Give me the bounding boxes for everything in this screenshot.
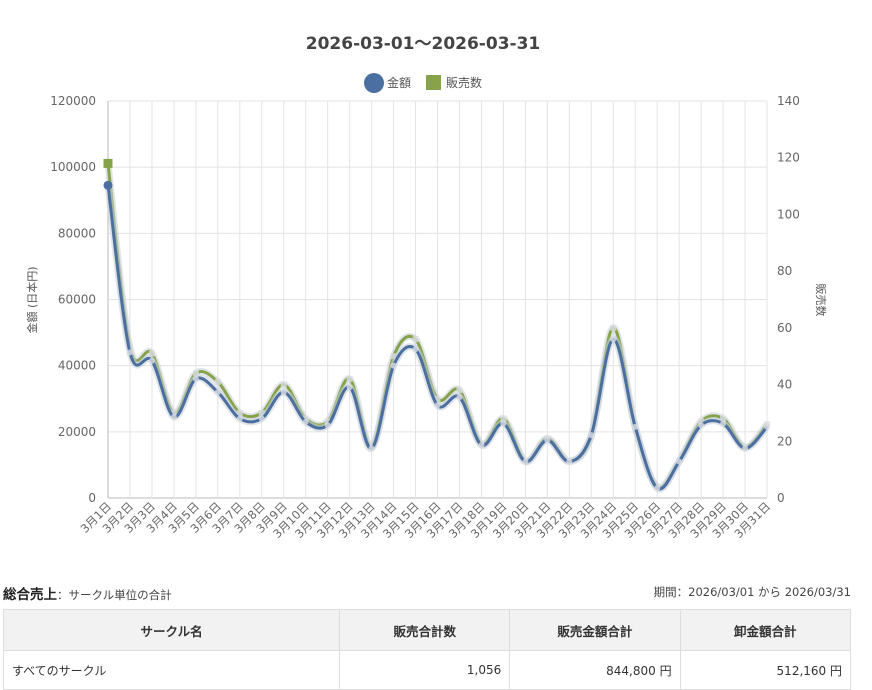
data-point-amount: [346, 384, 353, 391]
legend-marker-quantity: [426, 75, 441, 90]
data-point-quantity: [500, 415, 507, 422]
data-point-amount: [698, 422, 705, 429]
data-point-amount: [478, 442, 485, 449]
right-y-tick-label: 100: [777, 207, 800, 221]
data-point-amount: [544, 437, 551, 444]
chart-title: 2026-03-01～2026-03-31: [306, 34, 540, 54]
legend-label-amount: 金額: [387, 75, 411, 90]
data-point-amount: [720, 420, 727, 427]
data-point-amount: [103, 180, 113, 190]
data-point-amount: [214, 389, 221, 396]
data-point-quantity: [610, 324, 617, 331]
column-header-wholesale: 卸金額合計: [679, 609, 852, 651]
column-header-qty: 販売合計数: [339, 609, 511, 651]
chart-series: [103, 158, 770, 493]
data-point-quantity: [280, 381, 287, 388]
cell-sales: 844,800 円: [509, 650, 681, 690]
data-point-quantity: [192, 370, 199, 377]
data-point-amount: [302, 418, 309, 425]
data-point-amount: [676, 458, 683, 465]
summary-subtitle: ：サークル単位の合計: [57, 588, 172, 602]
data-point-quantity: [390, 353, 397, 360]
chart-grid: [107, 100, 768, 499]
left-y-tick-label: 100000: [50, 160, 96, 174]
data-point-quantity: [236, 409, 243, 416]
data-point-amount: [148, 357, 155, 364]
left-y-tick-label: 120000: [50, 94, 96, 108]
right-y-tick-label: 60: [777, 321, 792, 335]
data-point-amount: [170, 413, 177, 420]
x-axis: 3月1日3月2日3月3日3月4日3月5日3月6日3月7日3月8日3月9日3月10…: [78, 499, 774, 541]
data-point-amount: [632, 423, 639, 430]
sales-chart: 2026-03-01～2026-03-31 金額 販売数 020000400006…: [25, 34, 827, 541]
data-point-quantity: [412, 336, 419, 343]
summary-header: 総合売上：サークル単位の合計 期間：2026/03/01 から 2026/03/…: [3, 583, 851, 603]
data-point-amount: [434, 402, 441, 409]
cell-wholesale: 512,160 円: [679, 650, 852, 690]
data-point-quantity: [456, 387, 463, 394]
legend-marker-amount: [364, 73, 384, 93]
data-point-amount: [456, 394, 463, 401]
series-line-amount: [106, 185, 769, 491]
chart-legend[interactable]: 金額 販売数: [364, 73, 482, 93]
data-point-amount: [258, 415, 265, 422]
data-point-amount: [280, 389, 287, 396]
data-point-quantity: [103, 158, 113, 168]
cell-qty: 1,056: [339, 650, 511, 690]
right-y-tick-label: 20: [777, 434, 792, 448]
data-point-quantity: [214, 378, 221, 385]
column-header-circle-name: サークル名: [2, 609, 341, 651]
data-point-quantity: [258, 409, 265, 416]
data-point-amount: [412, 346, 419, 353]
summary-title: 総合売上: [3, 587, 57, 603]
data-point-amount: [368, 445, 375, 452]
data-point-amount: [764, 423, 770, 430]
data-point-amount: [588, 432, 595, 439]
data-point-amount: [522, 458, 529, 465]
right-y-tick-label: 40: [777, 378, 792, 392]
period-text: 期間：2026/03/01 から 2026/03/31: [653, 585, 851, 599]
data-point-amount: [500, 420, 507, 427]
data-point-amount: [654, 485, 661, 492]
left-y-tick-label: 60000: [58, 293, 96, 307]
right-y-axis: 0 20 40 60 80 100 120 140: [777, 94, 800, 505]
data-point-quantity: [346, 375, 353, 382]
totals-table: サークル名 販売合計数 販売金額合計 卸金額合計 すべてのサークル 1,056 …: [2, 609, 852, 690]
right-axis-title: 販売数: [814, 284, 827, 317]
data-point-amount: [236, 415, 243, 422]
right-y-tick-label: 80: [777, 264, 792, 278]
left-axis-title: 金額 (日本円): [25, 266, 39, 333]
left-y-tick-label: 20000: [58, 425, 96, 439]
column-header-sales: 販売金額合計: [509, 609, 681, 651]
cell-circle-name: すべてのサークル: [2, 650, 341, 690]
legend-label-quantity: 販売数: [446, 75, 482, 90]
data-point-amount: [192, 375, 199, 382]
data-point-amount: [742, 445, 749, 452]
data-point-amount: [566, 458, 573, 465]
right-y-tick-label: 120: [777, 151, 800, 165]
data-point-quantity: [720, 415, 727, 422]
left-y-axis: 0 20000 40000 60000 80000 100000 120000: [50, 94, 96, 505]
table-row: すべてのサークル 1,056 844,800 円 512,160 円: [2, 650, 852, 690]
data-point-amount: [610, 336, 617, 343]
left-y-tick-label: 80000: [58, 226, 96, 240]
right-y-tick-label: 140: [777, 94, 800, 108]
data-point-amount: [126, 349, 133, 356]
right-y-tick-label: 0: [777, 491, 785, 505]
data-point-amount: [324, 422, 331, 429]
left-y-tick-label: 40000: [58, 359, 96, 373]
table-header-row: サークル名 販売合計数 販売金額合計 卸金額合計: [2, 609, 852, 651]
left-y-tick-label: 0: [88, 491, 96, 505]
data-point-amount: [390, 362, 397, 369]
data-point-quantity: [148, 350, 155, 357]
